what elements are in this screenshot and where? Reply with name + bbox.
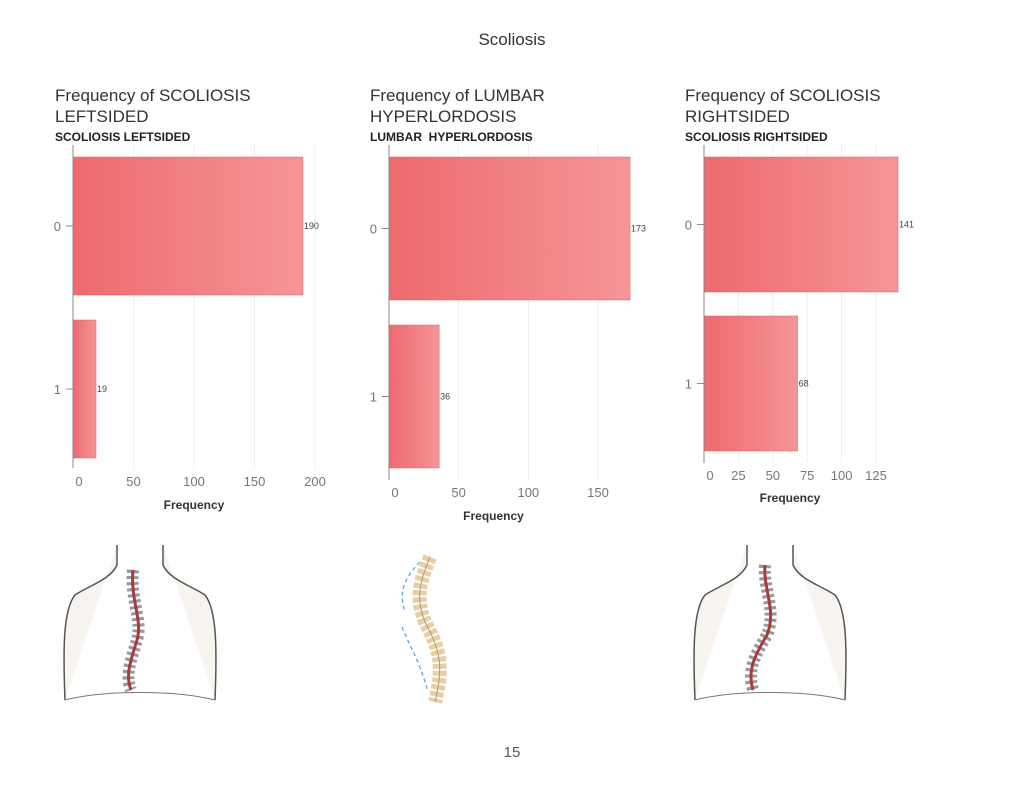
x-tick-label: 125: [865, 468, 887, 483]
x-axis-label: Frequency: [760, 491, 821, 505]
data-label: 141: [899, 220, 914, 230]
x-tick-label: 150: [587, 485, 609, 500]
data-label: 36: [440, 392, 450, 402]
lumbar-spine-icon: [401, 554, 447, 704]
x-tick-label: 50: [451, 485, 465, 500]
y-tick-label: 0: [685, 218, 692, 233]
x-axis-label: Frequency: [463, 509, 524, 523]
page-number: 15: [503, 744, 521, 761]
x-tick-label: 200: [304, 474, 326, 489]
data-label: 19: [97, 384, 107, 394]
chart-title: Frequency of SCOLIOSIS LEFTSIDED: [55, 86, 251, 126]
chart-subtitle: LUMBAR HYPERLORDOSIS: [370, 130, 533, 144]
x-tick-label: 100: [183, 474, 205, 489]
back-right-scoliosis-icon: [693, 545, 847, 701]
x-axis-label: Frequency: [164, 498, 225, 512]
data-label: 68: [799, 379, 809, 389]
y-tick-label: 0: [54, 219, 61, 234]
bar: [388, 156, 631, 301]
x-tick-label: 0: [391, 485, 398, 500]
x-tick-label: 150: [244, 474, 266, 489]
chart-title: Frequency of SCOLIOSIS RIGHTSIDED: [685, 86, 881, 126]
bar: [388, 324, 440, 469]
data-label: 173: [631, 224, 646, 234]
x-tick-label: 100: [831, 468, 853, 483]
x-tick-label: 0: [75, 474, 82, 489]
bar: [703, 156, 899, 293]
bar: [72, 319, 97, 459]
chart-title: Frequency of LUMBAR HYPERLORDOSIS: [370, 86, 545, 126]
x-tick-label: 25: [731, 468, 745, 483]
x-tick-label: 0: [706, 468, 713, 483]
x-tick-label: 50: [126, 474, 140, 489]
chart-subtitle: SCOLIOSIS RIGHTSIDED: [685, 130, 828, 144]
data-label: 190: [304, 221, 319, 231]
x-tick-label: 50: [766, 468, 780, 483]
bar: [72, 156, 304, 296]
y-tick-label: 1: [370, 390, 377, 405]
page-title: Scoliosis: [478, 30, 546, 49]
chart-subtitle: SCOLIOSIS LEFTSIDED: [55, 130, 191, 144]
back-left-scoliosis-icon: [63, 545, 217, 701]
x-tick-label: 100: [517, 485, 539, 500]
bar: [703, 315, 798, 452]
y-tick-label: 0: [370, 222, 377, 237]
y-tick-label: 1: [54, 382, 61, 397]
x-tick-label: 75: [800, 468, 814, 483]
y-tick-label: 1: [685, 377, 692, 392]
